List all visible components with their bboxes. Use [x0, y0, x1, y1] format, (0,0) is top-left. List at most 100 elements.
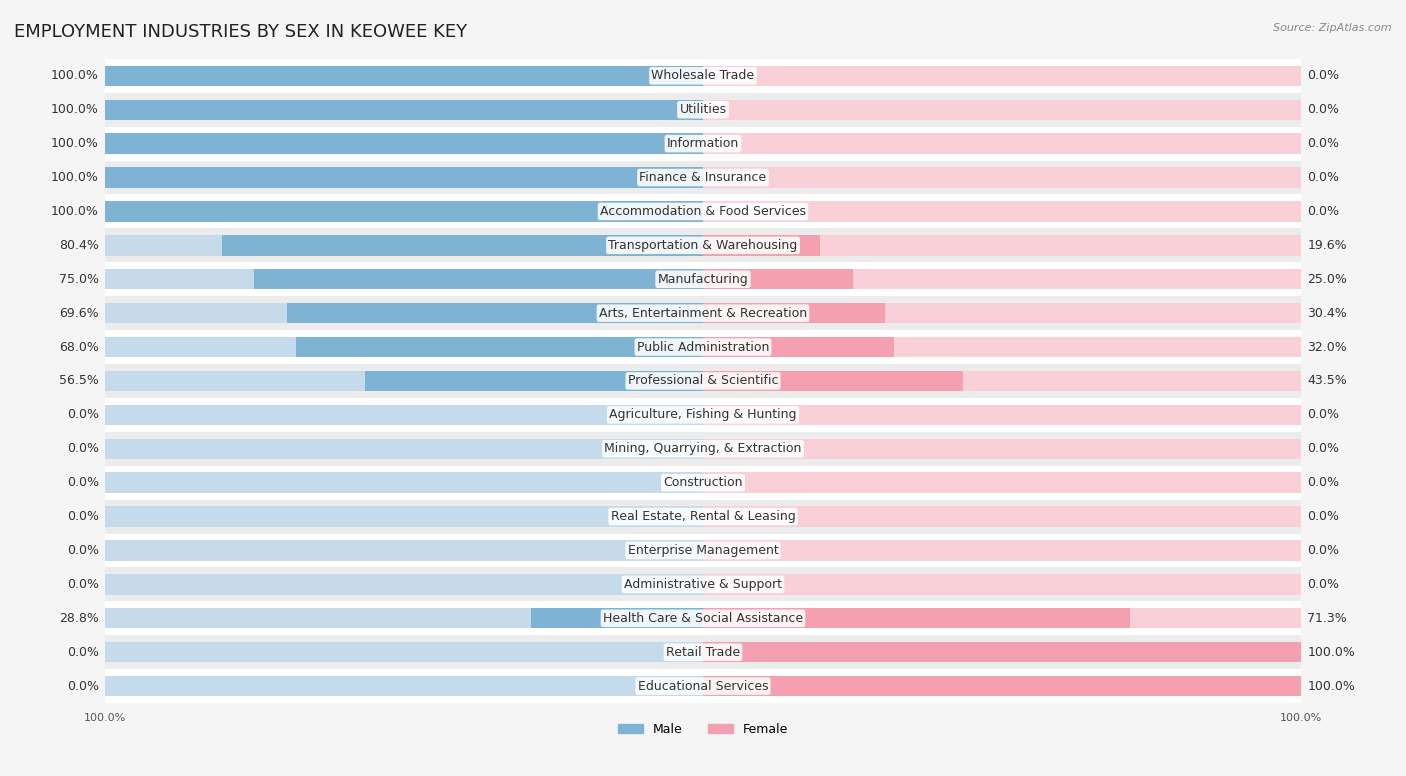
- Text: 0.0%: 0.0%: [1308, 205, 1340, 218]
- Text: 100.0%: 100.0%: [1308, 646, 1355, 659]
- Text: 100.0%: 100.0%: [51, 103, 98, 116]
- Text: 0.0%: 0.0%: [66, 442, 98, 456]
- Bar: [104, 364, 1302, 398]
- Text: 80.4%: 80.4%: [59, 239, 98, 252]
- Text: Finance & Insurance: Finance & Insurance: [640, 171, 766, 184]
- Bar: [703, 676, 1302, 696]
- Text: Enterprise Management: Enterprise Management: [627, 544, 779, 557]
- Text: 19.6%: 19.6%: [1308, 239, 1347, 252]
- Text: Transportation & Warehousing: Transportation & Warehousing: [609, 239, 797, 252]
- Bar: [703, 269, 852, 289]
- Bar: [104, 371, 703, 391]
- Bar: [104, 574, 703, 594]
- Bar: [104, 269, 703, 289]
- Bar: [703, 540, 1302, 560]
- Text: 69.6%: 69.6%: [59, 307, 98, 320]
- Text: Source: ZipAtlas.com: Source: ZipAtlas.com: [1274, 23, 1392, 33]
- Text: 71.3%: 71.3%: [1308, 611, 1347, 625]
- Bar: [703, 337, 1302, 357]
- Text: 0.0%: 0.0%: [66, 646, 98, 659]
- Text: 25.0%: 25.0%: [1308, 272, 1347, 286]
- Bar: [104, 466, 1302, 500]
- Bar: [104, 636, 1302, 669]
- Bar: [703, 99, 1302, 120]
- Bar: [703, 303, 1302, 324]
- Text: 100.0%: 100.0%: [51, 205, 98, 218]
- Text: 0.0%: 0.0%: [1308, 171, 1340, 184]
- Bar: [703, 168, 1302, 188]
- Bar: [104, 201, 703, 222]
- Bar: [703, 642, 1302, 663]
- Bar: [366, 371, 703, 391]
- Bar: [104, 330, 1302, 364]
- Bar: [703, 201, 1302, 222]
- Text: Information: Information: [666, 137, 740, 150]
- Bar: [703, 235, 1302, 255]
- Text: 0.0%: 0.0%: [66, 476, 98, 489]
- Bar: [104, 93, 1302, 126]
- Bar: [104, 608, 703, 629]
- Bar: [104, 133, 703, 154]
- Text: 0.0%: 0.0%: [1308, 442, 1340, 456]
- Bar: [104, 431, 1302, 466]
- Bar: [104, 567, 1302, 601]
- Text: Accommodation & Food Services: Accommodation & Food Services: [600, 205, 806, 218]
- Text: Public Administration: Public Administration: [637, 341, 769, 354]
- Bar: [287, 303, 703, 324]
- Text: 0.0%: 0.0%: [66, 578, 98, 591]
- Text: Educational Services: Educational Services: [638, 680, 768, 693]
- Bar: [703, 269, 1302, 289]
- Text: 28.8%: 28.8%: [59, 611, 98, 625]
- Bar: [104, 642, 703, 663]
- Bar: [104, 507, 703, 527]
- Bar: [104, 126, 1302, 161]
- Text: Utilities: Utilities: [679, 103, 727, 116]
- Text: 43.5%: 43.5%: [1308, 375, 1347, 387]
- Bar: [104, 161, 1302, 195]
- Bar: [104, 195, 1302, 228]
- Bar: [104, 405, 703, 425]
- Text: 0.0%: 0.0%: [1308, 578, 1340, 591]
- Bar: [703, 642, 1302, 663]
- Text: 68.0%: 68.0%: [59, 341, 98, 354]
- Text: 0.0%: 0.0%: [1308, 137, 1340, 150]
- Bar: [703, 337, 894, 357]
- Text: 0.0%: 0.0%: [1308, 510, 1340, 523]
- Legend: Male, Female: Male, Female: [613, 718, 793, 741]
- Text: Mining, Quarrying, & Extraction: Mining, Quarrying, & Extraction: [605, 442, 801, 456]
- Bar: [104, 99, 703, 120]
- Text: 100.0%: 100.0%: [51, 69, 98, 82]
- Text: Retail Trade: Retail Trade: [666, 646, 740, 659]
- Bar: [104, 398, 1302, 431]
- Bar: [104, 66, 703, 86]
- Text: 100.0%: 100.0%: [51, 137, 98, 150]
- Text: Construction: Construction: [664, 476, 742, 489]
- Text: Administrative & Support: Administrative & Support: [624, 578, 782, 591]
- Bar: [703, 133, 1302, 154]
- Bar: [104, 438, 703, 459]
- Text: 0.0%: 0.0%: [1308, 544, 1340, 557]
- Text: 0.0%: 0.0%: [1308, 103, 1340, 116]
- Bar: [104, 228, 1302, 262]
- Bar: [104, 133, 703, 154]
- Text: 56.5%: 56.5%: [59, 375, 98, 387]
- Text: EMPLOYMENT INDUSTRIES BY SEX IN KEOWEE KEY: EMPLOYMENT INDUSTRIES BY SEX IN KEOWEE K…: [14, 23, 467, 41]
- Bar: [104, 262, 1302, 296]
- Bar: [703, 235, 820, 255]
- Text: 75.0%: 75.0%: [59, 272, 98, 286]
- Text: 30.4%: 30.4%: [1308, 307, 1347, 320]
- Bar: [104, 99, 703, 120]
- Bar: [703, 608, 1302, 629]
- Bar: [297, 337, 703, 357]
- Bar: [104, 337, 703, 357]
- Text: 0.0%: 0.0%: [66, 544, 98, 557]
- Bar: [104, 473, 703, 493]
- Text: 100.0%: 100.0%: [1308, 680, 1355, 693]
- Bar: [703, 371, 1302, 391]
- Bar: [104, 235, 703, 255]
- Bar: [703, 608, 1129, 629]
- Bar: [703, 438, 1302, 459]
- Text: Arts, Entertainment & Recreation: Arts, Entertainment & Recreation: [599, 307, 807, 320]
- Bar: [104, 534, 1302, 567]
- Text: 0.0%: 0.0%: [1308, 408, 1340, 421]
